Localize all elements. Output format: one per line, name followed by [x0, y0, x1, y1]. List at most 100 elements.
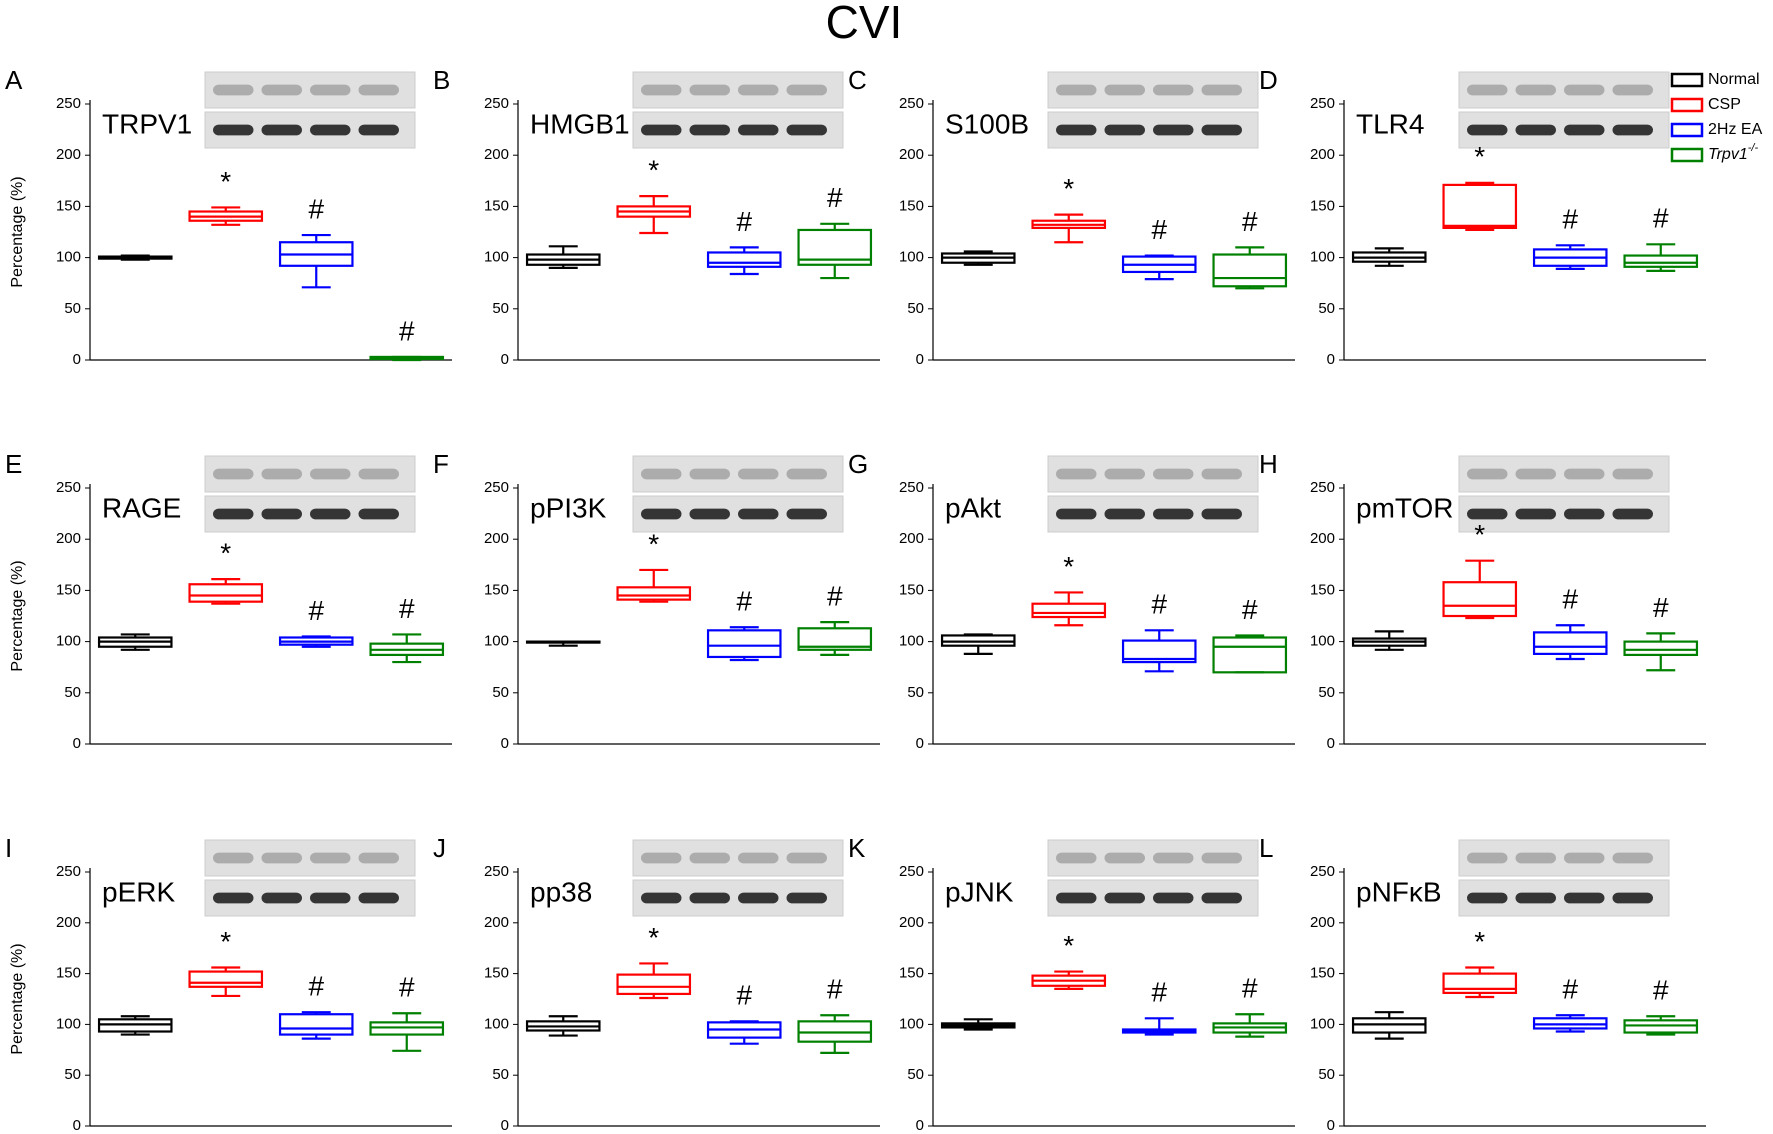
y-tick-label: 200: [1310, 146, 1335, 163]
blot-band: [786, 852, 827, 864]
blot-band: [1467, 852, 1508, 864]
blot-band: [689, 892, 730, 904]
y-tick-label: 250: [899, 863, 924, 880]
significance-marker: #: [1562, 584, 1578, 615]
panel-letter: G: [848, 449, 868, 479]
y-tick-label: 150: [484, 197, 509, 214]
blot-band: [1515, 124, 1556, 136]
box: [1623, 640, 1699, 657]
panel-title: HMGB1: [530, 108, 630, 139]
y-tick-label: 150: [899, 965, 924, 982]
box: [706, 251, 782, 268]
significance-marker: #: [1653, 975, 1669, 1006]
blot-band: [1564, 468, 1605, 480]
y-tick-label: 200: [899, 146, 924, 163]
significance-marker: *: [1474, 519, 1485, 550]
y-tick-label: 200: [899, 914, 924, 931]
blot-band: [261, 852, 302, 864]
y-tick-label: 200: [1310, 530, 1335, 547]
blot-band: [1104, 852, 1145, 864]
y-axis-label: Percentage (%): [9, 560, 26, 671]
blot-band: [1153, 124, 1194, 136]
y-tick-label: 150: [56, 581, 81, 598]
y-tick-label: 50: [492, 1066, 509, 1083]
y-tick-label: 100: [56, 633, 81, 650]
blot-band: [641, 508, 682, 520]
blot-band: [1056, 124, 1097, 136]
blot-band: [1153, 84, 1194, 96]
blot-band: [1201, 508, 1242, 520]
blot-band: [1612, 508, 1653, 520]
panel-title: pJNK: [945, 876, 1014, 907]
blot-band: [1515, 892, 1556, 904]
box: [1532, 631, 1608, 655]
blot-band: [1104, 892, 1145, 904]
blot-band: [1104, 124, 1145, 136]
blot-band: [1056, 892, 1097, 904]
y-tick-label: 150: [1310, 581, 1335, 598]
significance-marker: #: [736, 980, 752, 1011]
y-tick-label: 150: [56, 197, 81, 214]
y-tick-label: 100: [484, 1015, 509, 1032]
y-tick-label: 200: [899, 530, 924, 547]
y-tick-label: 50: [907, 1066, 924, 1083]
blot-band: [1153, 892, 1194, 904]
y-tick-label: 0: [501, 735, 509, 752]
y-tick-label: 0: [501, 1117, 509, 1134]
blot-band: [310, 468, 351, 480]
box: [188, 970, 264, 988]
blot-band: [1056, 852, 1097, 864]
blot-band: [358, 468, 399, 480]
blot-band: [358, 124, 399, 136]
blot-band: [1515, 84, 1556, 96]
blot-band: [1056, 84, 1097, 96]
y-tick-label: 200: [56, 146, 81, 163]
significance-marker: #: [1653, 592, 1669, 623]
y-tick-label: 250: [484, 479, 509, 496]
y-tick-label: 150: [484, 581, 509, 598]
blot-band: [1612, 468, 1653, 480]
blot-band: [1201, 468, 1242, 480]
y-tick-label: 0: [1327, 735, 1335, 752]
panel-title: pmTOR: [1356, 492, 1454, 523]
legend-name: 2Hz EA: [1708, 121, 1763, 138]
significance-marker: *: [648, 155, 659, 186]
significance-marker: #: [1242, 594, 1258, 625]
y-tick-label: 50: [1318, 684, 1335, 701]
box: [278, 1013, 354, 1036]
blot-band: [261, 468, 302, 480]
y-tick-label: 250: [484, 95, 509, 112]
significance-marker: #: [736, 206, 752, 237]
significance-marker: #: [1562, 204, 1578, 235]
legend-name: Trpv1: [1708, 146, 1748, 163]
blot-band: [261, 84, 302, 96]
panel-letter: C: [848, 65, 867, 95]
significance-marker: *: [648, 922, 659, 953]
significance-marker: #: [1151, 977, 1167, 1008]
legend-swatch: [1670, 122, 1704, 138]
blot-band: [261, 124, 302, 136]
blot-band: [1564, 124, 1605, 136]
box: [1212, 636, 1288, 674]
significance-marker: #: [399, 593, 415, 624]
significance-marker: #: [399, 972, 415, 1003]
y-axis-label: Percentage (%): [9, 176, 26, 287]
blot-band: [641, 84, 682, 96]
y-tick-label: 250: [899, 479, 924, 496]
y-tick-label: 100: [1310, 633, 1335, 650]
significance-marker: *: [1063, 930, 1074, 961]
significance-marker: #: [308, 595, 324, 626]
panel-letter: A: [5, 65, 23, 95]
blot-band: [1564, 892, 1605, 904]
box: [188, 583, 264, 603]
y-tick-label: 100: [484, 633, 509, 650]
legend-swatch: [1670, 72, 1704, 88]
box: [797, 627, 873, 651]
y-tick-label: 100: [899, 633, 924, 650]
significance-marker: *: [220, 926, 231, 957]
blot-band: [1467, 892, 1508, 904]
blot-band: [261, 508, 302, 520]
y-tick-label: 200: [484, 914, 509, 931]
blot-band: [641, 124, 682, 136]
panel-title: TRPV1: [102, 108, 192, 139]
